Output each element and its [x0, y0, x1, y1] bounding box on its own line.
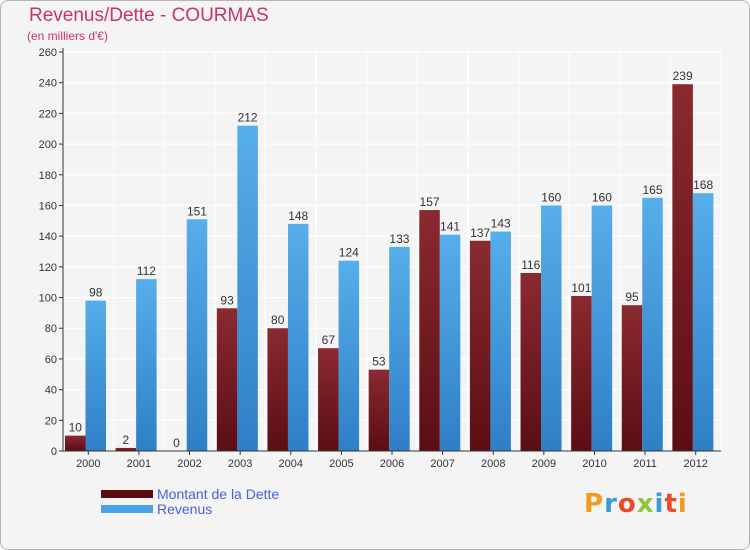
- chart-subtitle: (en milliers d'€): [27, 29, 108, 43]
- data-label-dette: 239: [673, 69, 693, 83]
- y-tick-label: 220: [39, 108, 57, 120]
- proxiti-logo: Proxiti: [584, 489, 688, 519]
- x-tick-label: 2011: [633, 458, 657, 470]
- bars: [65, 84, 714, 452]
- data-label-dette: 80: [271, 313, 285, 327]
- axes: 0204060801001201401601802002202402602000…: [39, 47, 721, 470]
- logo-letter: t: [664, 489, 678, 519]
- data-label-revenus: 143: [491, 217, 511, 231]
- legend-swatch-revenus: [101, 505, 153, 513]
- x-tick-label: 2005: [329, 458, 353, 470]
- x-tick-label: 2006: [380, 458, 404, 470]
- bar-revenus: [692, 193, 714, 451]
- data-label-dette: 137: [470, 226, 490, 240]
- bar-revenus: [389, 246, 410, 451]
- bar-dette: [469, 240, 491, 451]
- data-label-dette: 10: [69, 421, 83, 435]
- data-label-dette: 2: [123, 433, 130, 447]
- data-label-dette: 95: [625, 290, 639, 304]
- y-tick-label: 180: [39, 170, 57, 182]
- bar-dette: [419, 210, 440, 451]
- x-tick-label: 2010: [582, 458, 606, 470]
- y-tick-label: 100: [39, 293, 57, 305]
- data-label-dette: 101: [571, 281, 591, 295]
- y-tick-label: 200: [39, 139, 57, 151]
- x-tick-label: 2000: [76, 458, 100, 470]
- logo-letter: x: [636, 489, 655, 519]
- x-tick-label: 2009: [532, 458, 556, 470]
- data-label-dette: 93: [220, 293, 234, 307]
- bar-revenus: [237, 125, 258, 452]
- data-label-dette: 116: [521, 258, 540, 272]
- data-label-revenus: 112: [137, 264, 156, 278]
- logo-letter: o: [617, 489, 637, 519]
- bar-dette: [621, 305, 643, 451]
- data-label-revenus: 160: [541, 190, 561, 204]
- legend-label-dette: Montant de la Dette: [157, 486, 280, 502]
- bar-revenus: [591, 205, 613, 451]
- y-tick-label: 120: [39, 262, 57, 274]
- bar-revenus: [541, 205, 562, 451]
- bar-revenus: [136, 279, 157, 451]
- y-tick-label: 60: [45, 354, 57, 366]
- logo-letter: P: [584, 489, 605, 519]
- data-label-revenus: 141: [440, 220, 460, 234]
- logo-letter: r: [604, 489, 618, 519]
- legend-swatch-dette: [101, 490, 153, 498]
- bar-dette: [115, 447, 137, 451]
- data-label-revenus: 165: [643, 183, 663, 197]
- x-tick-label: 2001: [127, 458, 151, 470]
- y-tick-label: 40: [45, 385, 57, 397]
- x-tick-label: 2002: [177, 458, 201, 470]
- data-label-dette: 157: [420, 195, 440, 209]
- x-tick-label: 2003: [228, 458, 252, 470]
- data-label-revenus: 168: [693, 178, 713, 192]
- legend-label-revenus: Revenus: [157, 501, 213, 517]
- data-label-revenus: 212: [238, 111, 258, 125]
- chart-title: Revenus/Dette - COURMAS: [29, 5, 269, 26]
- x-tick-label: 2004: [279, 458, 303, 470]
- x-tick-label: 2007: [430, 458, 454, 470]
- data-label-revenus: 160: [592, 190, 612, 204]
- y-tick-label: 140: [39, 231, 57, 243]
- bar-revenus: [186, 219, 208, 451]
- bar-revenus: [490, 231, 511, 451]
- bar-dette: [267, 328, 288, 451]
- y-tick-label: 240: [39, 78, 57, 90]
- bar-revenus: [287, 223, 309, 451]
- x-tick-label: 2012: [683, 458, 707, 470]
- data-label-revenus: 98: [89, 286, 103, 300]
- data-label-revenus: 151: [187, 204, 207, 218]
- logo-letter: i: [654, 489, 665, 519]
- bar-revenus: [85, 300, 106, 451]
- bar-dette: [318, 348, 339, 451]
- data-label-dette: 67: [322, 333, 336, 347]
- data-label-revenus: 148: [288, 209, 308, 223]
- y-tick-label: 260: [39, 47, 57, 59]
- bar-dette: [672, 84, 693, 451]
- bar-revenus: [439, 234, 461, 451]
- y-tick-label: 0: [51, 446, 57, 458]
- logo-letter: i: [677, 489, 688, 519]
- data-label-dette: 53: [372, 355, 386, 369]
- data-label-dette: 0: [173, 436, 180, 450]
- bar-revenus: [338, 260, 360, 451]
- bar-dette: [65, 435, 86, 451]
- bar-dette: [520, 272, 542, 451]
- bar-dette: [368, 369, 390, 451]
- bar-dette: [216, 308, 238, 451]
- y-tick-label: 160: [39, 200, 57, 212]
- bar-revenus: [642, 197, 663, 451]
- y-tick-label: 80: [45, 323, 57, 335]
- data-label-revenus: 124: [339, 246, 359, 260]
- x-tick-label: 2008: [481, 458, 505, 470]
- data-label-revenus: 133: [389, 232, 409, 246]
- bar-dette: [571, 296, 592, 451]
- y-tick-label: 20: [45, 415, 57, 427]
